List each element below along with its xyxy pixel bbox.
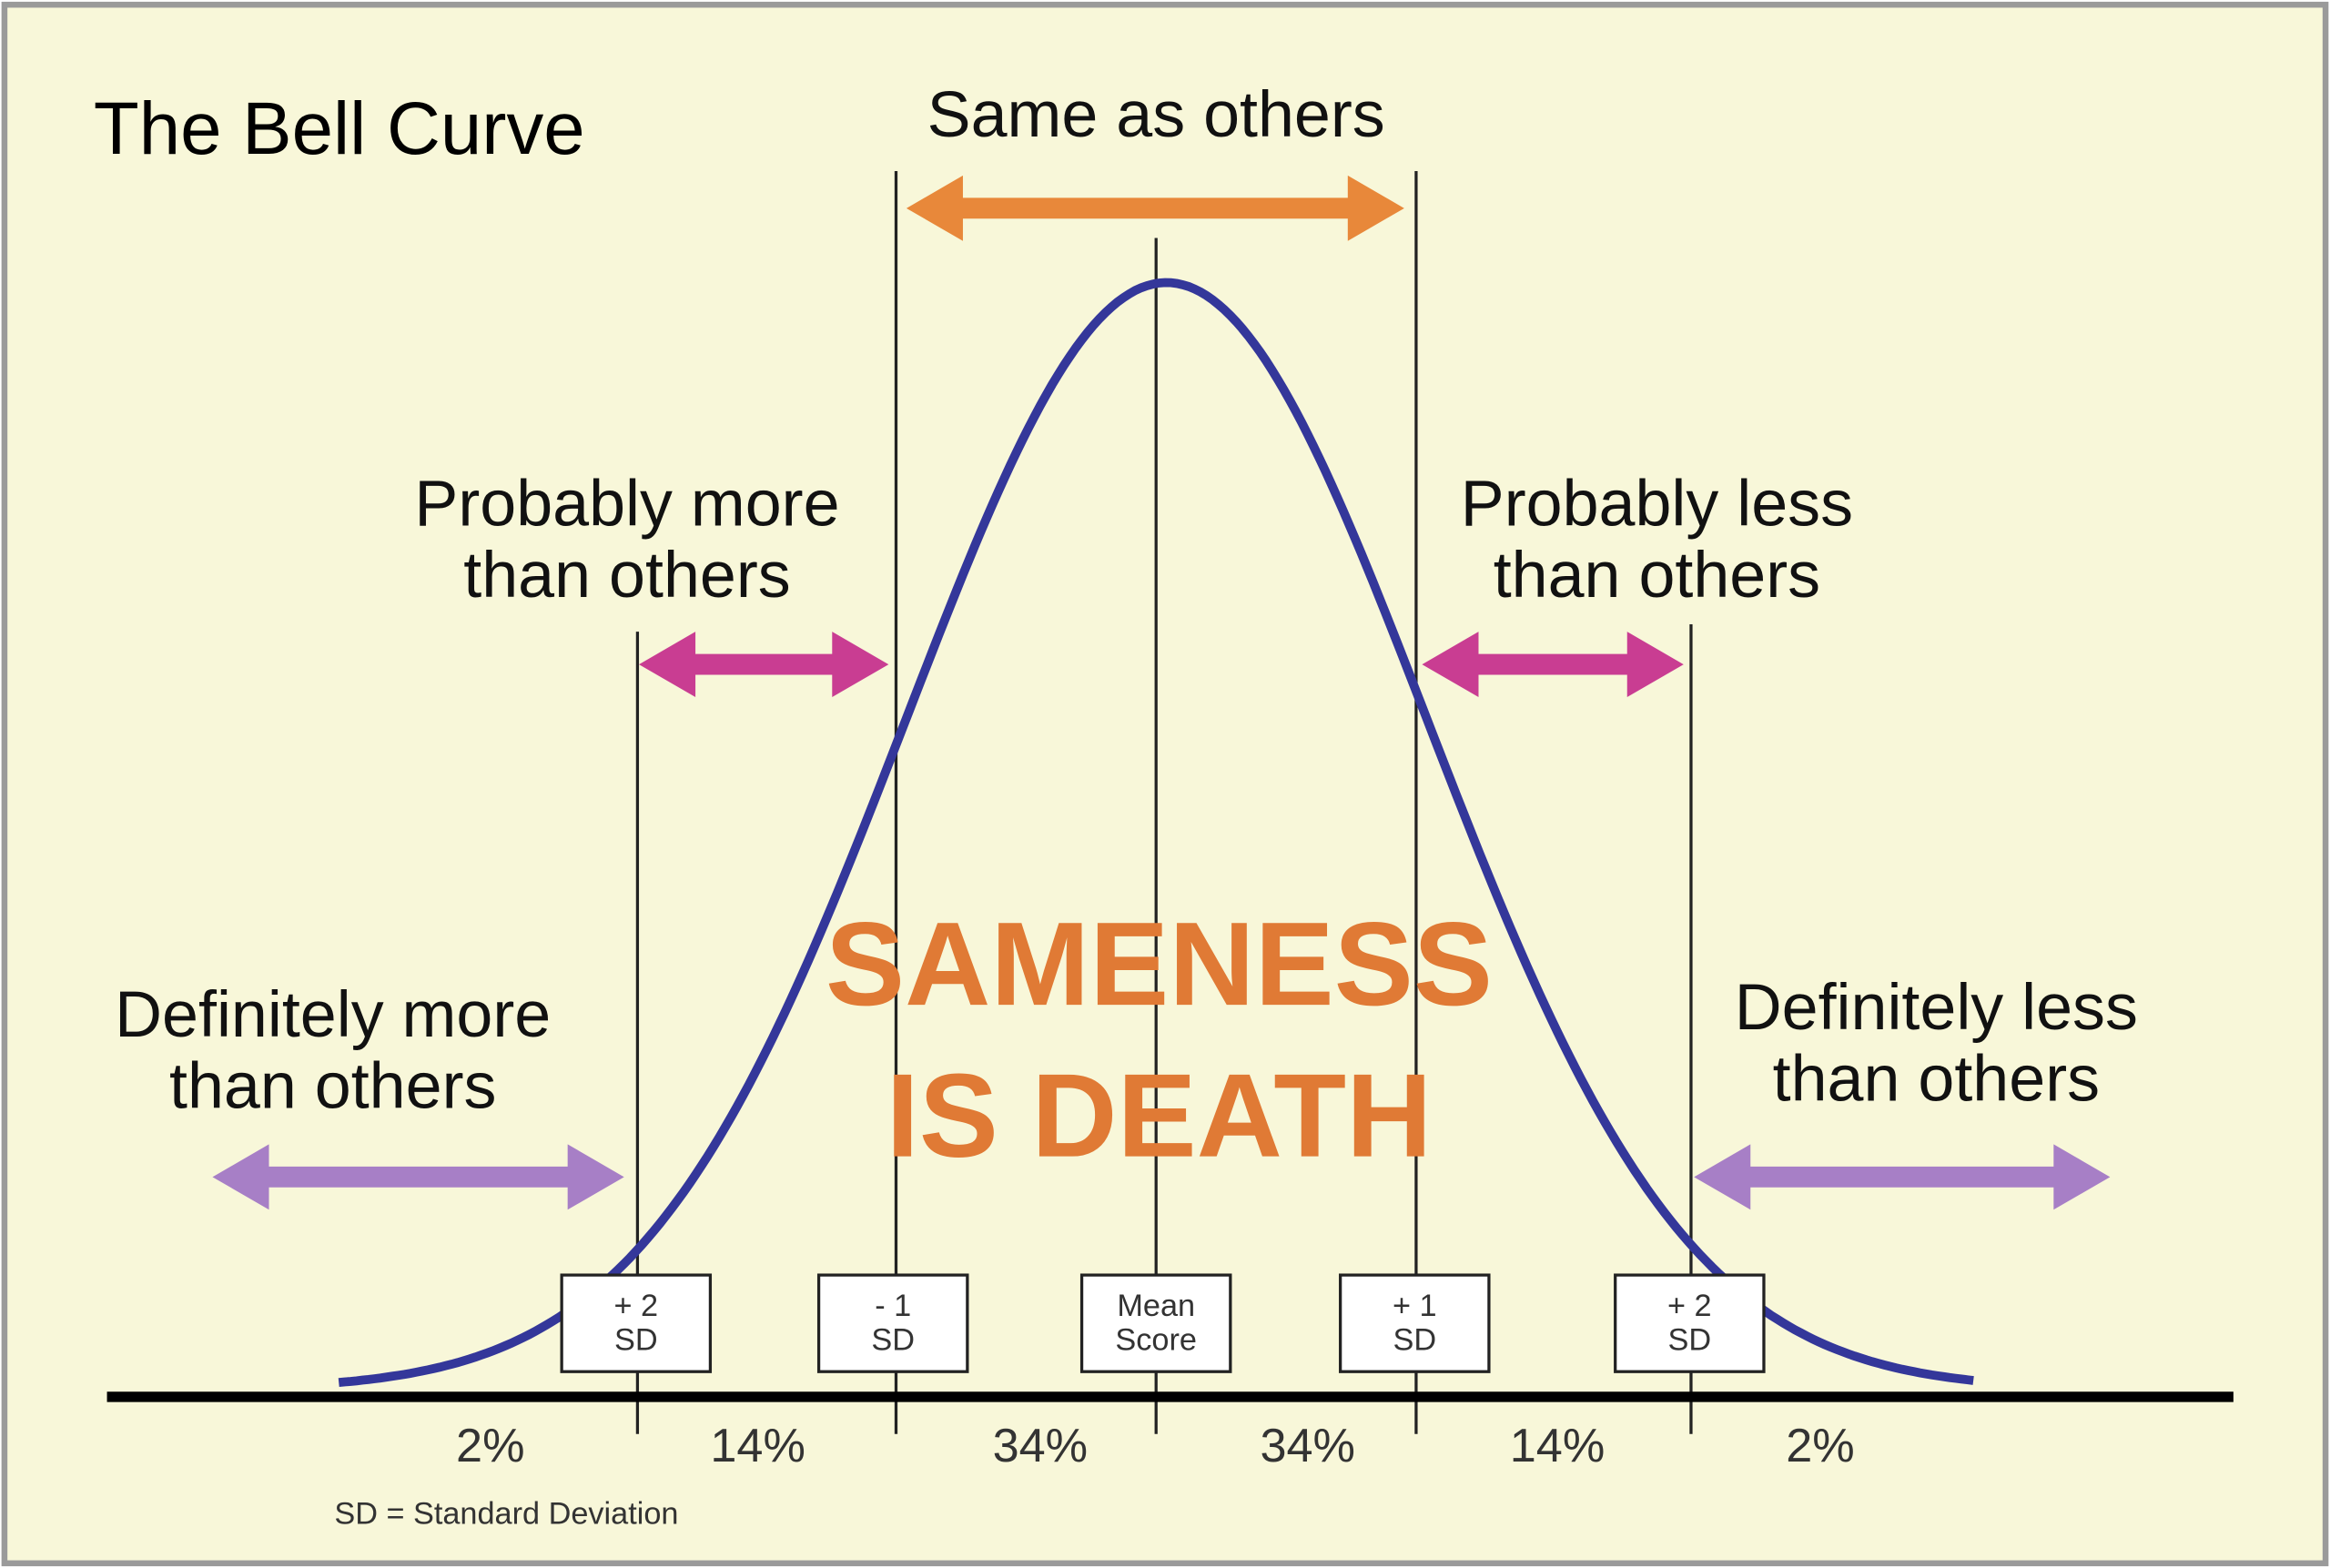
- sd-box-label: - 1: [875, 1289, 911, 1323]
- sd-box-label: SD: [1668, 1323, 1712, 1358]
- footnote: SD = Standard Deviation: [334, 1497, 678, 1532]
- region-label: Definitely more: [115, 978, 551, 1051]
- percentage-label: 14%: [1510, 1420, 1606, 1472]
- far-arrow: [212, 1144, 624, 1210]
- region-label: Definitely less: [1735, 971, 2138, 1044]
- sd-box-label: SD: [871, 1323, 915, 1358]
- region-label: than others: [169, 1050, 496, 1123]
- sd-box: [1339, 1273, 1491, 1373]
- percentage-label: 34%: [1260, 1420, 1355, 1472]
- region-label: than others: [1494, 539, 1820, 612]
- overlay-text: IS DEATH: [886, 1049, 1433, 1182]
- far-arrow: [1694, 1144, 2111, 1210]
- overlay-text: SAMENESS: [826, 897, 1493, 1030]
- percentage-label: 2%: [456, 1420, 524, 1472]
- sd-box-label: SD: [614, 1323, 658, 1358]
- region-label: Probably less: [1461, 468, 1853, 541]
- center-label: Same as others: [927, 78, 1385, 151]
- percentage-label: 34%: [993, 1420, 1089, 1472]
- sd-box: [1079, 1273, 1232, 1373]
- sd-box-label: Score: [1115, 1323, 1197, 1358]
- sd-box: [816, 1273, 969, 1373]
- sd-box-label: + 2: [613, 1289, 658, 1323]
- sd-box-label: + 1: [1393, 1289, 1437, 1323]
- sd-box-label: + 2: [1667, 1289, 1712, 1323]
- sd-box: [560, 1273, 713, 1373]
- near-arrow: [1422, 632, 1684, 697]
- region-label: Probably more: [414, 468, 839, 541]
- region-label: than others: [1773, 1042, 2100, 1115]
- title: The Bell Curve: [94, 87, 585, 170]
- percentage-label: 2%: [1786, 1420, 1855, 1472]
- sd-box: [1614, 1273, 1766, 1373]
- center-arrow: [906, 175, 1404, 241]
- sd-box-label: Mean: [1117, 1289, 1195, 1323]
- region-label: than others: [463, 539, 790, 612]
- sd-box-label: SD: [1393, 1323, 1436, 1358]
- near-arrow: [639, 632, 889, 697]
- percentage-label: 14%: [710, 1420, 805, 1472]
